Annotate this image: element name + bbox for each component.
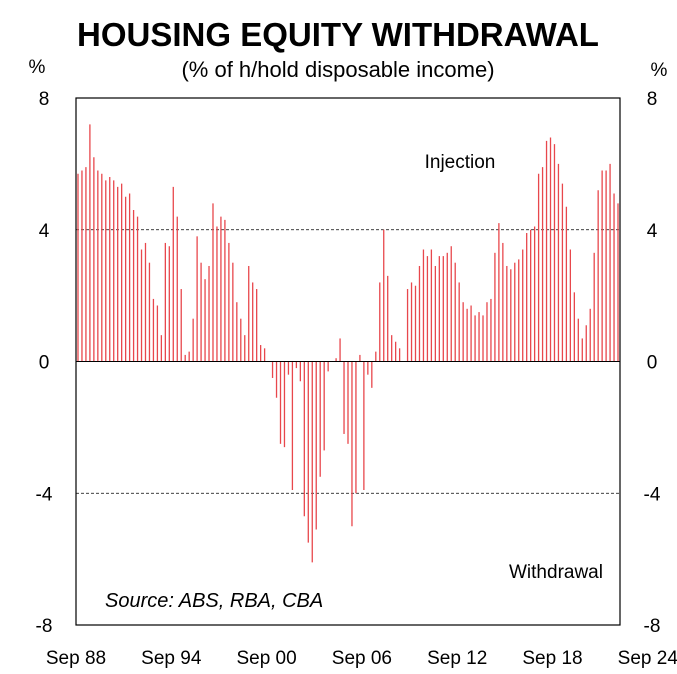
y-axis-unit-right: %	[651, 60, 668, 81]
injection-label: Injection	[425, 152, 496, 173]
y-tick-label-right: 8	[647, 89, 658, 110]
chart-subtitle: (% of h/hold disposable income)	[181, 57, 494, 82]
y-tick-label-left: 8	[39, 89, 50, 110]
y-tick-label-right: 4	[647, 221, 658, 242]
y-tick-label-right: -4	[644, 484, 661, 505]
y-axis-right: 8 4 0 -4 -8	[644, 89, 661, 637]
withdrawal-label: Withdrawal	[509, 562, 603, 583]
y-tick-label-left: -8	[36, 616, 53, 637]
source-note: Source: ABS, RBA, CBA	[105, 590, 323, 612]
y-tick-label-right: -8	[644, 616, 661, 637]
y-tick-label-left: -4	[36, 484, 53, 505]
bar-series	[77, 124, 619, 563]
x-tick-label: Sep 06	[332, 648, 392, 669]
y-axis-left: 8 4 0 -4 -8	[36, 89, 53, 637]
chart-title: HOUSING EQUITY WITHDRAWAL	[77, 16, 599, 53]
x-tick-label: Sep 00	[236, 648, 296, 669]
y-tick-label-left: 0	[39, 353, 50, 374]
x-tick-label: Sep 88	[46, 648, 106, 669]
gridlines	[76, 229, 620, 494]
y-tick-label-left: 4	[39, 221, 50, 242]
y-tick-label-right: 0	[647, 353, 658, 374]
x-tick-label: Sep 24	[618, 648, 677, 669]
x-tick-label: Sep 18	[522, 648, 582, 669]
x-tick-label: Sep 12	[427, 648, 487, 669]
y-axis-unit-left: %	[29, 57, 46, 78]
plot-frame	[75, 97, 621, 626]
x-tick-label: Sep 94	[141, 648, 202, 669]
x-axis: Sep 88 Sep 94 Sep 00 Sep 06 Sep 12 Sep 18 Sep …	[46, 648, 677, 669]
